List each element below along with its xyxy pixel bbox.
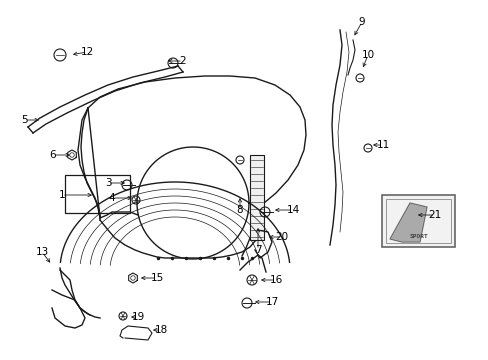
Text: 18: 18 bbox=[154, 325, 167, 335]
Text: 20: 20 bbox=[275, 232, 288, 242]
Text: 17: 17 bbox=[265, 297, 278, 307]
Text: 12: 12 bbox=[80, 47, 93, 57]
Text: 11: 11 bbox=[376, 140, 389, 150]
Text: 7: 7 bbox=[254, 245, 261, 255]
Text: 16: 16 bbox=[269, 275, 282, 285]
Text: 4: 4 bbox=[108, 193, 115, 203]
Text: 19: 19 bbox=[131, 312, 144, 322]
Bar bbox=[385, 199, 450, 243]
Text: 1: 1 bbox=[59, 190, 65, 200]
Text: 21: 21 bbox=[427, 210, 441, 220]
Text: 10: 10 bbox=[361, 50, 374, 60]
Text: 6: 6 bbox=[50, 150, 56, 160]
Text: 9: 9 bbox=[358, 17, 365, 27]
Text: 3: 3 bbox=[104, 178, 111, 188]
Text: 2: 2 bbox=[179, 56, 186, 66]
Text: SPORT: SPORT bbox=[408, 234, 427, 239]
Text: 15: 15 bbox=[150, 273, 163, 283]
Text: 13: 13 bbox=[35, 247, 48, 257]
Text: 8: 8 bbox=[236, 205, 243, 215]
Polygon shape bbox=[389, 203, 426, 242]
Text: 14: 14 bbox=[286, 205, 299, 215]
Bar bbox=[381, 195, 454, 247]
Bar bbox=[65, 175, 130, 213]
Text: 5: 5 bbox=[21, 115, 28, 125]
Bar bbox=[249, 155, 264, 240]
